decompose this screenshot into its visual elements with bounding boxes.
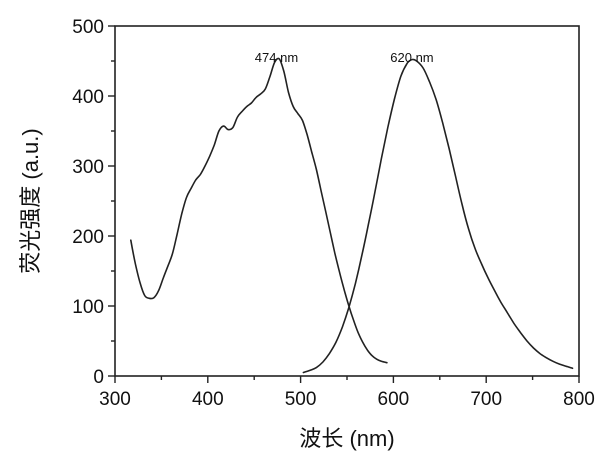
excitation-curve [130, 57, 388, 364]
y-tick-label: 400 [72, 87, 104, 108]
series-group [130, 57, 574, 374]
y-tick-label: 500 [72, 17, 104, 38]
x-tick-label: 700 [470, 389, 502, 410]
x-tick-label: 300 [99, 389, 131, 410]
x-tick-label: 600 [378, 389, 410, 410]
peak-label: 474 nm [255, 50, 298, 65]
y-axis-ticks [108, 25, 115, 377]
x-axis-ticks [114, 376, 580, 383]
x-axis-tick-labels: 300 400 500 600 700 800 [99, 389, 595, 410]
peak-label: 620 nm [390, 50, 433, 65]
y-tick-label: 0 [93, 367, 104, 388]
x-axis-title: 波长 (nm) [299, 426, 394, 451]
y-axis-title: 荧光强度 (a.u.) [18, 128, 43, 273]
y-axis-tick-labels: 0 100 200 300 400 500 [72, 17, 104, 388]
y-tick-label: 200 [72, 227, 104, 248]
x-tick-label: 800 [563, 389, 595, 410]
y-tick-label: 300 [72, 157, 104, 178]
y-tick-label: 100 [72, 297, 104, 318]
x-tick-label: 400 [192, 389, 224, 410]
plot-area: 300 400 500 600 700 800 0 100 200 300 400 500 474 … [72, 17, 595, 410]
peak-annotations: 474 nm 620 nm [255, 50, 434, 65]
emission-curve [302, 58, 574, 374]
x-tick-label: 500 [285, 389, 317, 410]
